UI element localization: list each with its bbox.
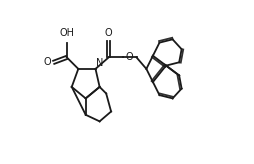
Text: O: O [124,52,132,62]
Text: O: O [104,28,112,38]
Text: O: O [43,57,51,67]
Text: OH: OH [59,28,74,38]
Text: N: N [96,58,103,68]
